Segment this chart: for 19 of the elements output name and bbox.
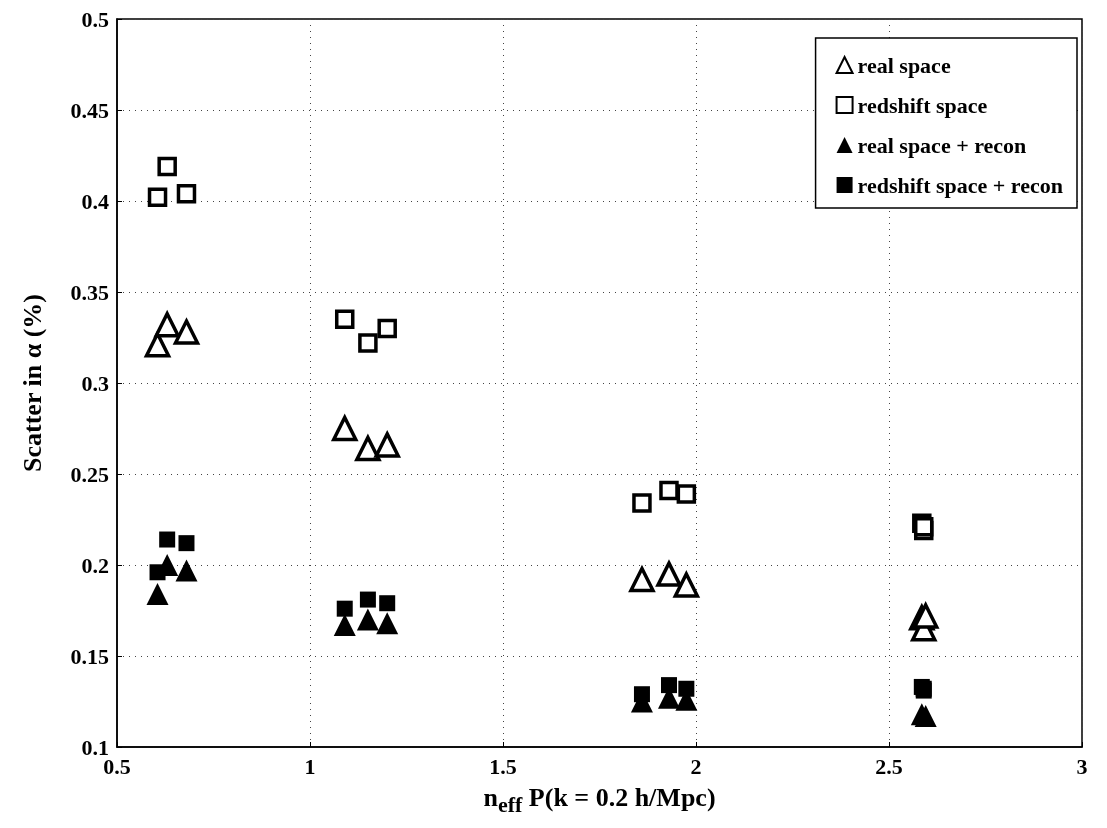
y-axis-title: Scatter in α (%): [17, 294, 47, 472]
y-tick-label: 0.35: [70, 279, 109, 305]
x-tick-label: 3: [1076, 753, 1088, 779]
y-tick-label: 0.15: [70, 643, 109, 669]
y-tick-label: 0.2: [81, 552, 109, 578]
y-tick-label: 0.25: [70, 461, 109, 487]
x-tick-label: 2: [690, 753, 702, 779]
y-tick-label: 0.3: [81, 370, 109, 396]
legend-label: real space: [857, 52, 951, 78]
legend-label: real space + recon: [857, 132, 1027, 158]
x-tick-label: 1.5: [489, 753, 517, 779]
legend-label: redshift space: [857, 92, 988, 118]
legend-label: redshift space + recon: [857, 172, 1064, 198]
x-tick-label: 1: [304, 753, 316, 779]
y-tick-label: 0.1: [81, 734, 109, 760]
x-tick-label: 2.5: [875, 753, 903, 779]
y-tick-label: 0.5: [81, 6, 109, 32]
y-tick-label: 0.45: [70, 97, 109, 123]
y-tick-label: 0.4: [81, 188, 109, 214]
